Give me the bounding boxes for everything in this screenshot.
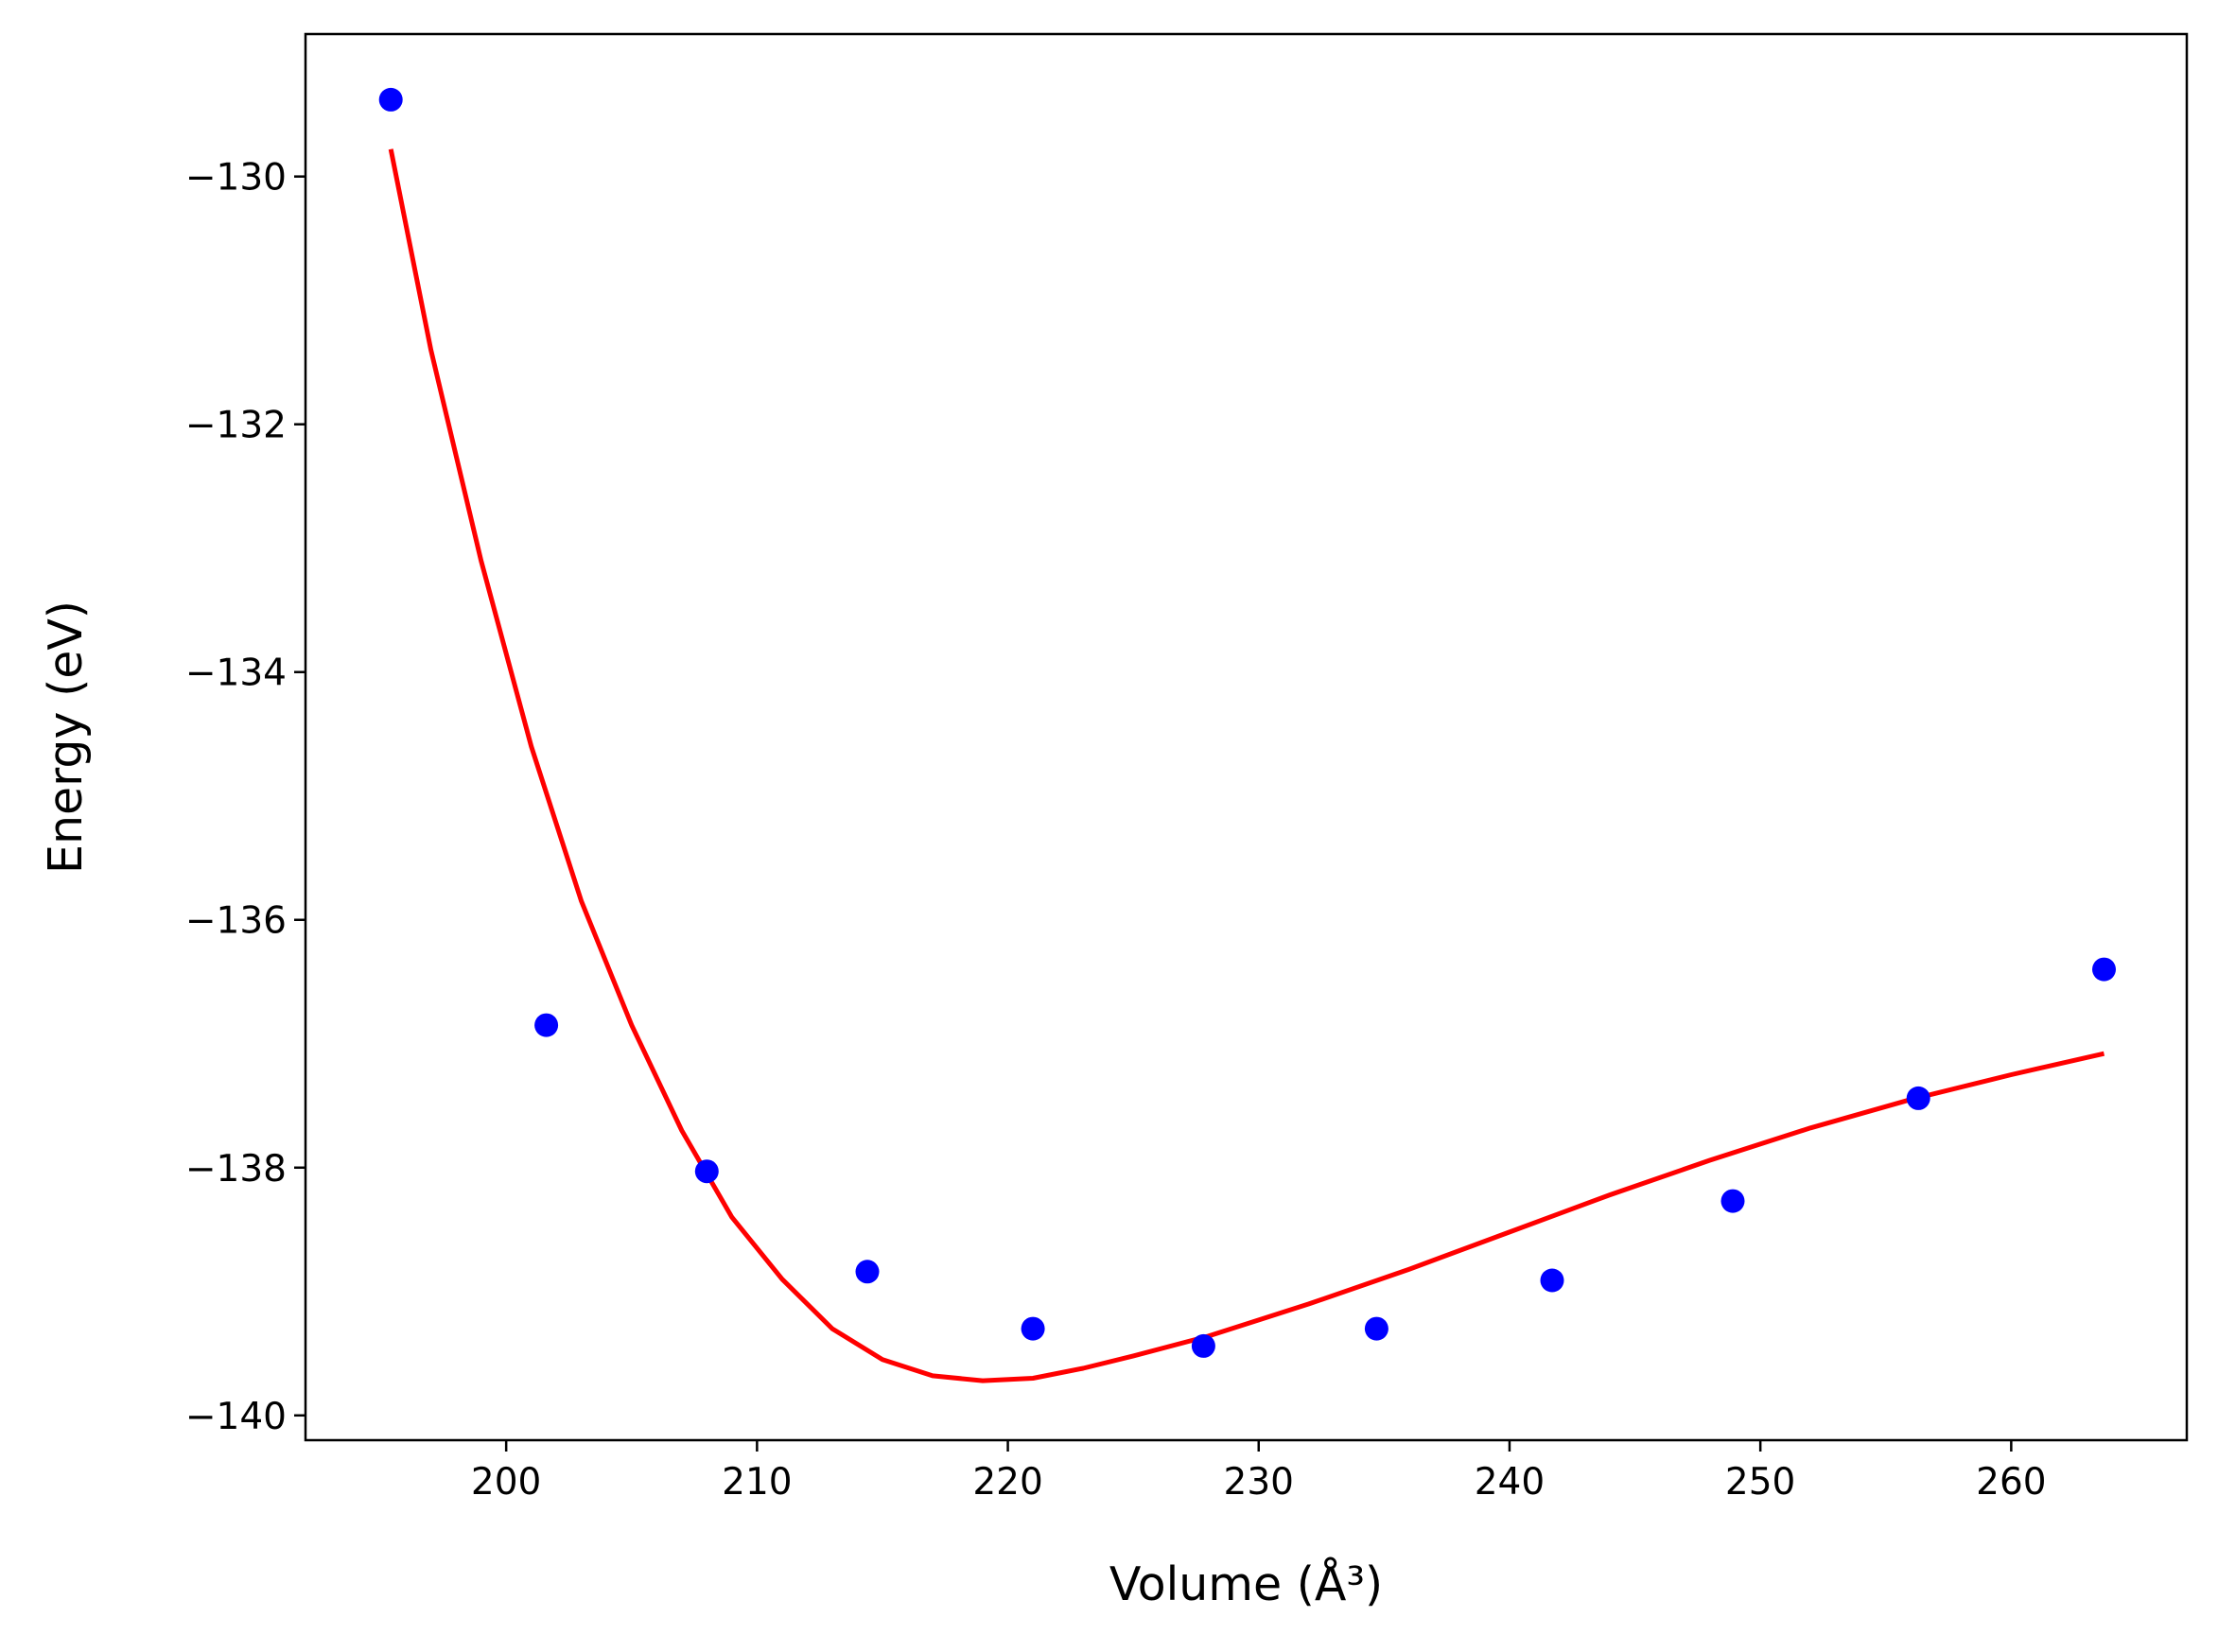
x-tick-label: 220 [972, 1461, 1042, 1504]
x-tick-label: 250 [1725, 1461, 1795, 1504]
y-tick-label: −140 [185, 1396, 287, 1438]
data-point [1720, 1189, 1745, 1213]
x-axis-ticks: 200 210 220 230 240 250 260 [471, 1440, 2047, 1504]
data-point [2092, 957, 2116, 982]
data-point [855, 1260, 880, 1284]
y-tick-label: −132 [185, 405, 287, 447]
data-point [694, 1159, 719, 1184]
y-tick-label: −138 [185, 1148, 287, 1191]
data-point [1906, 1086, 1930, 1110]
x-tick-label: 230 [1224, 1461, 1294, 1504]
x-tick-label: 210 [722, 1461, 792, 1504]
data-point [1191, 1333, 1215, 1358]
data-point [1540, 1268, 1564, 1293]
y-axis-ticks: −130 −132 −134 −136 −138 −140 [185, 157, 306, 1438]
data-point [1364, 1316, 1388, 1341]
y-tick-label: −136 [185, 900, 287, 943]
plot-frame [304, 32, 2189, 1442]
x-tick-label: 260 [1976, 1461, 2046, 1504]
x-tick-label: 240 [1475, 1461, 1545, 1504]
x-tick-label: 200 [471, 1461, 541, 1504]
data-marks [378, 87, 2116, 1383]
y-tick-label: −130 [185, 157, 287, 200]
data-point [534, 1013, 559, 1037]
data-point [1021, 1316, 1045, 1341]
x-axis-title: Volume (Å³) [1109, 1556, 1383, 1611]
y-axis-title: Energy (eV) [39, 600, 93, 874]
fit-curve [388, 148, 2105, 1383]
data-point [378, 87, 403, 112]
y-tick-label: −134 [185, 652, 287, 695]
